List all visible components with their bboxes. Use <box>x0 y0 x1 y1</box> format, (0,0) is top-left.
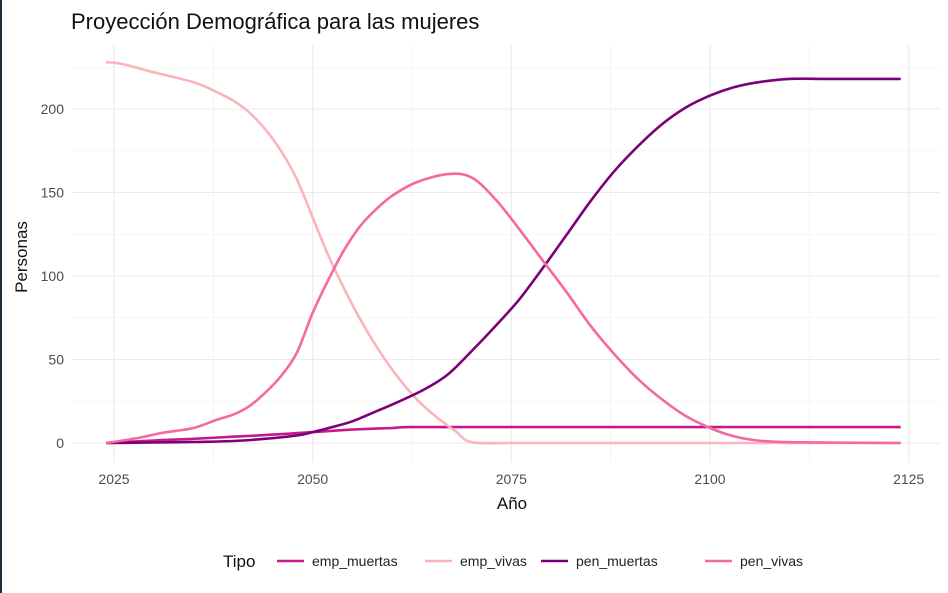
legend: Tipo emp_muertas emp_vivas pen_muertas pen_… <box>223 552 803 571</box>
y-tick-labels: 0 50 100 150 200 <box>41 101 65 451</box>
x-tick-label-2075: 2075 <box>496 471 527 487</box>
x-tick-label-2100: 2100 <box>694 471 725 487</box>
x-tick-label-2050: 2050 <box>297 471 328 487</box>
legend-label-pen-muertas: pen_muertas <box>576 553 658 569</box>
chart-title: Proyección Demográfica para las mujeres <box>71 9 479 34</box>
legend-label-pen-vivas: pen_vivas <box>740 553 803 569</box>
legend-label-emp-vivas: emp_vivas <box>460 553 527 569</box>
grid <box>72 45 940 462</box>
y-tick-label-0: 0 <box>56 435 64 451</box>
y-axis-title: Personas <box>12 221 31 293</box>
series-line-pen-muertas <box>106 77 901 445</box>
series-lines <box>105 60 901 445</box>
y-tick-label-100: 100 <box>41 268 65 284</box>
legend-title: Tipo <box>223 552 255 571</box>
series-line-pen-vivas <box>105 172 901 445</box>
legend-label-emp-muertas: emp_muertas <box>312 553 398 569</box>
y-tick-label-150: 150 <box>41 185 65 201</box>
x-tick-label-2125: 2125 <box>893 471 924 487</box>
x-tick-labels: 2025 2050 2075 2100 2125 <box>98 471 924 487</box>
y-tick-label-50: 50 <box>48 352 64 368</box>
y-tick-label-200: 200 <box>41 101 65 117</box>
series-line-emp-vivas <box>105 60 901 445</box>
x-axis-title: Año <box>497 494 527 513</box>
window-edge <box>0 0 2 593</box>
x-tick-label-2025: 2025 <box>98 471 129 487</box>
